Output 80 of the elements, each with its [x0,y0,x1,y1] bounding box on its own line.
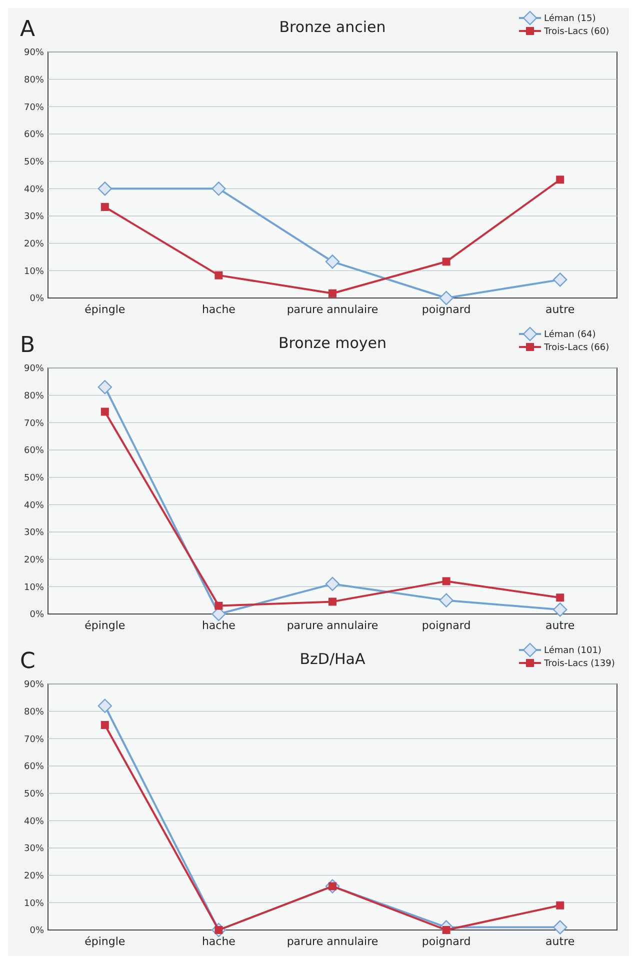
x-tick-label: poignard [422,303,471,316]
chart-title: BzD/HaA [300,650,366,668]
x-tick-label: épingle [84,935,126,948]
point [214,602,223,610]
y-tick-label: 90% [24,364,44,374]
x-tick-label: poignard [422,935,471,948]
x-tick-label: épingle [84,303,126,316]
legend-label: Trois-Lacs (66) [543,343,610,354]
point [214,271,223,280]
point [328,289,336,298]
chart-title: Bronze ancien [279,18,386,36]
y-tick-label: 70% [24,734,44,745]
point [100,408,109,416]
y-tick-label: 10% [24,266,44,277]
point [556,176,564,184]
point [212,182,226,196]
y-tick-label: 90% [24,680,44,690]
point [98,380,112,394]
y-tick-label: 20% [24,239,44,250]
y-tick-label: 90% [24,48,44,58]
y-tick-label: 50% [24,157,44,168]
legend-label: Léman (101) [544,645,602,656]
point [553,920,568,934]
legend-label: Léman (15) [544,13,596,24]
point [328,598,336,606]
y-tick-label: 10% [24,898,44,909]
y-tick-label: 40% [24,816,44,827]
chart-title: Bronze moyen [278,334,387,352]
y-tick-label: 0% [30,926,44,936]
y-tick-label: 40% [24,500,44,511]
y-tick-label: 80% [24,707,44,718]
text: A [20,17,36,42]
point [442,258,450,266]
x-tick-label: parure annulaire [286,303,378,316]
x-tick-label: autre [546,619,575,632]
x-tick-label: hache [202,303,236,316]
y-tick-label: 70% [24,102,44,113]
y-tick-label: 60% [24,130,44,140]
text: B [20,333,36,358]
x-tick-label: hache [202,935,236,948]
legend-label: Trois-Lacs (60) [543,27,610,38]
y-tick-label: 20% [24,555,44,566]
point [556,901,564,910]
x-tick-label: épingle [84,619,126,632]
y-tick-label: 40% [24,184,44,195]
point [100,202,109,211]
y-tick-label: 30% [24,844,44,854]
x-tick-label: parure annulaire [286,619,378,632]
y-tick-label: 30% [24,212,44,222]
point [325,254,340,269]
y-tick-label: 30% [24,528,44,538]
legend-label: Léman (64) [544,329,596,340]
y-tick-label: 80% [24,391,44,402]
point [100,721,109,729]
x-tick-label: hache [202,619,236,632]
legend-label: Trois-Lacs (139) [543,659,615,670]
point [442,577,450,586]
y-tick-label: 10% [24,582,44,593]
text: C [20,649,36,674]
point [553,272,568,287]
y-tick-label: 0% [30,294,44,304]
y-tick-label: 60% [24,446,44,456]
y-tick-label: 0% [30,610,44,620]
point [553,602,568,617]
point [98,182,112,196]
x-tick-label: autre [546,303,575,316]
y-tick-label: 20% [24,871,44,882]
y-tick-label: 60% [24,762,44,772]
y-tick-label: 50% [24,789,44,800]
y-tick-label: 70% [24,418,44,429]
point [556,594,564,602]
point [439,593,454,608]
x-tick-label: autre [546,935,575,948]
y-tick-label: 50% [24,473,44,484]
point [98,698,112,713]
point [325,576,340,592]
x-tick-label: parure annulaire [286,935,378,948]
y-tick-label: 80% [24,75,44,86]
x-tick-label: poignard [422,619,471,632]
point [439,290,454,306]
